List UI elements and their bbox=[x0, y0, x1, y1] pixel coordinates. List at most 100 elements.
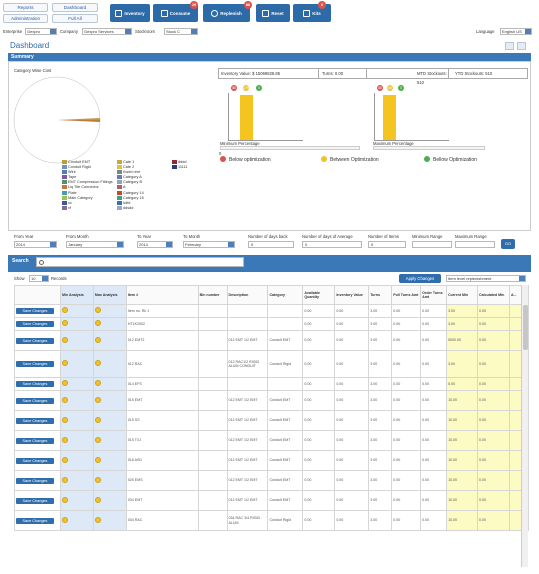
table-scrollbar[interactable] bbox=[521, 285, 528, 567]
bin-number-cell bbox=[197, 330, 228, 351]
dashboard-link[interactable]: Dashboard bbox=[52, 3, 98, 12]
column-header[interactable]: Item # bbox=[125, 285, 199, 305]
column-header[interactable]: Inventory Value bbox=[334, 285, 370, 305]
column-header[interactable]: Turns bbox=[368, 285, 393, 305]
table-row[interactable]: Save Changes 015 EMT 012 EMT 1/2 EMT Condui… bbox=[14, 390, 530, 411]
save-cell[interactable]: Save Changes bbox=[14, 410, 61, 431]
save-cell[interactable]: Save Changes bbox=[14, 350, 61, 378]
current-min-cell[interactable]: 10.00 bbox=[446, 390, 478, 411]
current-min-cell[interactable]: 5.00 bbox=[446, 377, 478, 391]
current-min-cell[interactable]: 10.00 bbox=[446, 470, 478, 491]
min-range-input[interactable] bbox=[412, 241, 452, 248]
nav-replenish[interactable]: Replenish bbox=[203, 4, 250, 22]
reports-link[interactable]: Reports bbox=[3, 3, 48, 12]
current-min-cell[interactable]: 10.00 bbox=[446, 410, 478, 431]
chart-view-icon[interactable] bbox=[505, 42, 514, 50]
show-select[interactable]: 10 bbox=[29, 275, 49, 282]
column-header[interactable]: Bin number bbox=[197, 285, 228, 305]
save-changes-button[interactable]: Save Changes bbox=[16, 397, 54, 404]
save-changes-button[interactable]: Save Changes bbox=[16, 417, 54, 424]
column-header[interactable] bbox=[14, 285, 61, 305]
save-changes-button[interactable]: Save Changes bbox=[16, 437, 54, 444]
nav-inventory[interactable]: Inventory bbox=[110, 4, 150, 22]
column-header[interactable]: Pull Turns Amt bbox=[391, 285, 422, 305]
table-row[interactable]: Save Changes 015 SS 012 EMT 1/2 EMT Conduit… bbox=[14, 410, 530, 431]
table-row[interactable]: Save Changes 025 EMS 012 EMT 1/2 EMT Condui… bbox=[14, 470, 530, 491]
save-cell[interactable]: Save Changes bbox=[14, 470, 61, 491]
current-min-cell[interactable]: 10.00 bbox=[446, 430, 478, 451]
save-changes-button[interactable]: Save Changes bbox=[16, 321, 54, 327]
save-cell[interactable]: Save Changes bbox=[14, 377, 61, 391]
max-scrollbar[interactable] bbox=[373, 146, 485, 150]
current-min-cell[interactable]: 10.00 bbox=[446, 450, 478, 471]
administration-menu[interactable]: Administration bbox=[3, 14, 48, 23]
table-row[interactable]: Save Changes 034 EMT 012 EMT 1/2 EMT Condui… bbox=[14, 490, 530, 511]
nav-label: Kits bbox=[312, 10, 321, 16]
save-cell[interactable]: Save Changes bbox=[14, 510, 61, 531]
table-row[interactable]: Save Changes 014 EFS 0.00 0.00 3.00 0.00 0.00 5… bbox=[14, 377, 530, 391]
company-select[interactable]: Gexpro Services bbox=[82, 28, 132, 35]
save-cell[interactable]: Save Changes bbox=[14, 430, 61, 451]
column-header[interactable]: Calculated Min bbox=[476, 285, 510, 305]
min-scrollbar[interactable] bbox=[220, 146, 360, 150]
days-avg-input[interactable]: 0 bbox=[302, 241, 362, 248]
save-changes-button[interactable]: Save Changes bbox=[16, 477, 54, 484]
num-items-input[interactable]: 0 bbox=[368, 241, 406, 248]
save-cell[interactable]: Save Changes bbox=[14, 317, 61, 331]
save-cell[interactable]: Save Changes bbox=[14, 390, 61, 411]
table-row[interactable]: Save Changes 012 EMT2 012 EMT 1/2 EMT Condu… bbox=[14, 330, 530, 351]
current-min-cell[interactable]: 3.00 bbox=[446, 304, 478, 318]
save-changes-button[interactable]: Save Changes bbox=[16, 497, 54, 504]
save-cell[interactable]: Save Changes bbox=[14, 490, 61, 511]
replenishment-select[interactable]: Item level replenishment bbox=[446, 275, 526, 282]
max-analysis-cell bbox=[92, 510, 127, 531]
nav-consume[interactable]: Consume bbox=[153, 4, 198, 22]
current-min-cell[interactable]: 3.00 bbox=[446, 350, 478, 378]
language-select[interactable]: English US bbox=[500, 28, 532, 35]
column-header[interactable]: Current Min bbox=[446, 285, 478, 305]
table-row[interactable]: Save Changes 015 TXJ 012 EMT 1/2 EMT Condui… bbox=[14, 430, 530, 451]
current-min-cell[interactable]: 10.00 bbox=[446, 510, 478, 531]
stockroom-select[interactable]: Stock C bbox=[164, 28, 198, 35]
days-back-input[interactable]: 0 bbox=[248, 241, 294, 248]
save-cell[interactable]: Save Changes bbox=[14, 330, 61, 351]
table-row[interactable]: Save Changes HT1K2502 0.00 0.00 3.00 0.00 0.00… bbox=[14, 317, 530, 331]
current-min-cell[interactable]: 10.00 bbox=[446, 490, 478, 511]
save-changes-button[interactable]: Save Changes bbox=[16, 517, 54, 524]
to-year-select[interactable]: 2014 bbox=[137, 241, 173, 248]
column-header[interactable]: Available Quantity bbox=[302, 285, 336, 305]
enterprise-select[interactable]: Gexpro bbox=[25, 28, 57, 35]
full-all-menu[interactable]: Full All bbox=[52, 14, 98, 23]
scrollbar-thumb[interactable] bbox=[523, 305, 528, 350]
save-changes-button[interactable]: Save Changes bbox=[16, 457, 54, 464]
column-header[interactable]: Min Analysis bbox=[59, 285, 94, 305]
save-changes-button[interactable]: Save Changes bbox=[16, 337, 54, 344]
table-row[interactable]: Save Changes 012 RAC 012 RAC1/2 RIGID ALUM… bbox=[14, 350, 530, 378]
column-header[interactable]: Max Analysis bbox=[92, 285, 127, 305]
column-header[interactable]: Order Turns Amt bbox=[420, 285, 448, 305]
from-month-select[interactable]: January bbox=[66, 241, 124, 248]
max-range-input[interactable] bbox=[455, 241, 495, 248]
max-analysis-indicator bbox=[94, 496, 101, 503]
legend-label: Plate bbox=[68, 190, 77, 195]
to-month-select[interactable]: February bbox=[183, 241, 235, 248]
current-min-cell[interactable]: 5000.00 bbox=[446, 330, 478, 351]
save-cell[interactable]: Save Changes bbox=[14, 304, 61, 318]
table-row[interactable]: Save Changes 034 RAC 034 RAC 3/4 RIGID ALU… bbox=[14, 510, 530, 531]
summary-header[interactable]: Summary bbox=[8, 53, 531, 61]
nav-reset[interactable]: Reset bbox=[256, 4, 290, 22]
apply-changes-button[interactable]: Apply Changes bbox=[399, 274, 441, 283]
list-view-icon[interactable] bbox=[517, 42, 526, 50]
save-changes-button[interactable]: Save Changes bbox=[16, 361, 54, 367]
from-year-select[interactable]: 2014 bbox=[14, 241, 57, 248]
search-input[interactable] bbox=[36, 257, 244, 267]
go-button[interactable]: GO bbox=[501, 239, 515, 249]
save-changes-button[interactable]: Save Changes bbox=[16, 381, 54, 387]
column-header[interactable]: Category bbox=[267, 285, 304, 305]
save-changes-button[interactable]: Save Changes bbox=[16, 308, 54, 314]
column-header[interactable]: Description bbox=[226, 285, 269, 305]
current-min-cell[interactable]: 3.00 bbox=[446, 317, 478, 331]
table-row[interactable]: Save Changes Item no. Rk 1 0.00 0.00 3.00 0.0… bbox=[14, 304, 530, 318]
table-row[interactable]: Save Changes 018 ASD 012 EMT 1/2 EMT Condui… bbox=[14, 450, 530, 471]
save-cell[interactable]: Save Changes bbox=[14, 450, 61, 471]
